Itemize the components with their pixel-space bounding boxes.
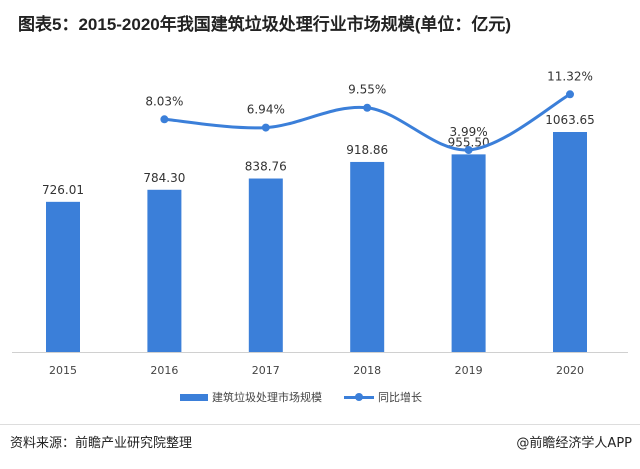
- growth-label-2017: 6.94%: [247, 103, 285, 117]
- growth-point-2017: [261, 123, 270, 132]
- legend-item-line: 同比增长: [344, 389, 422, 405]
- bar-label-2020: 1063.65: [545, 113, 595, 127]
- legend-line-swatch: [344, 393, 374, 401]
- growth-point-2018: [363, 103, 372, 112]
- legend-label-line: 同比增长: [378, 391, 422, 404]
- x-tick-2019: 2019: [455, 364, 483, 377]
- source-note: 资料来源：前瞻产业研究院整理: [10, 436, 193, 451]
- bar-2018: [350, 161, 385, 352]
- bar-2015: [46, 201, 80, 352]
- growth-label-2020: 11.32%: [547, 69, 593, 83]
- growth-label-2019: 3.99%: [450, 125, 488, 139]
- bar-label-2017: 838.76: [245, 160, 287, 174]
- legend-bar-swatch: [180, 393, 208, 401]
- bar-2017: [248, 178, 283, 352]
- bar-2019: [451, 154, 486, 352]
- legend: 建筑垃圾处理市场规模 同比增长: [180, 389, 422, 405]
- growth-label-2016: 8.03%: [145, 94, 183, 108]
- legend-label-bar: 建筑垃圾处理市场规模: [212, 391, 322, 404]
- footer-divider: [0, 424, 640, 425]
- legend-item-bar: 建筑垃圾处理市场规模: [180, 389, 322, 405]
- x-tick-2016: 2016: [150, 364, 178, 377]
- x-tick-2017: 2017: [252, 364, 280, 377]
- bar-label-2016: 784.30: [143, 171, 185, 185]
- chart-title: 图表5：2015-2020年我国建筑垃圾处理行业市场规模(单位：亿元): [18, 15, 512, 34]
- bar-label-2018: 918.86: [346, 143, 388, 157]
- bar-2020: [553, 132, 587, 352]
- credit: @前瞻经济学人APP: [516, 436, 632, 451]
- growth-point-2019: [464, 146, 473, 154]
- growth-label-2018: 9.55%: [348, 83, 386, 97]
- x-tick-2018: 2018: [353, 364, 381, 377]
- x-tick-2020: 2020: [556, 364, 584, 377]
- growth-point-2016: [160, 115, 169, 124]
- growth-line: [164, 92, 571, 152]
- bar-label-2019: 955.50: [448, 135, 490, 149]
- bar-label-2015: 726.01: [42, 183, 84, 197]
- bar-2016: [147, 189, 182, 352]
- growth-point-2020: [566, 90, 574, 99]
- x-tick-2015: 2015: [49, 364, 77, 377]
